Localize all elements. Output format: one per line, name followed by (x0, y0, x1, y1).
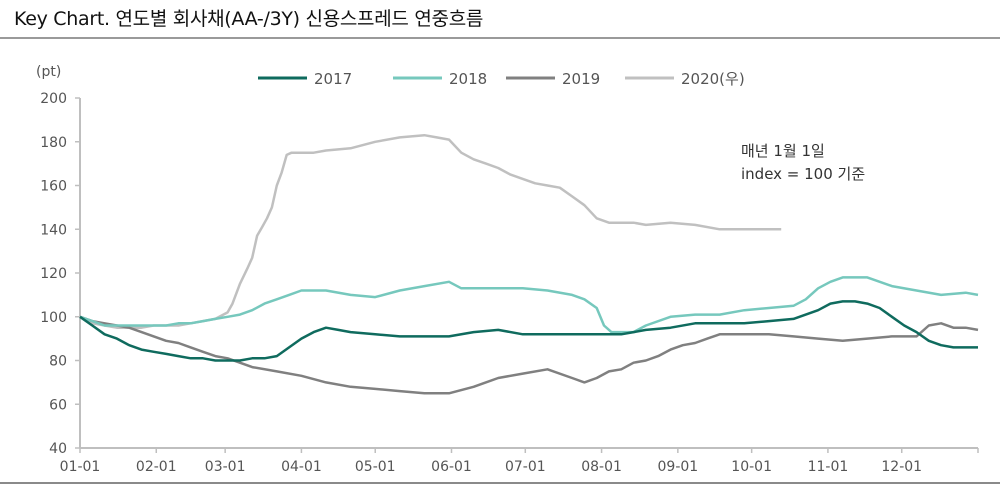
x-tick-label: 12-01 (881, 459, 922, 475)
x-tick-label: 10-01 (731, 459, 772, 475)
y-tick-label: 200 (40, 91, 67, 107)
series-lines (79, 133, 979, 395)
x-tick-label: 09-01 (658, 459, 699, 475)
x-tick-label: 11-01 (808, 459, 849, 475)
chart-title: Key Chart. 연도별 회사채(AA-/3Y) 신용스프레드 연중흐름 (14, 8, 484, 30)
y-tick-label: 180 (40, 135, 67, 151)
y-tick-label: 160 (40, 179, 67, 195)
series-line-2017 (79, 300, 978, 362)
x-tick-label: 03-01 (205, 459, 246, 475)
legend: 2017 2018 2019 2020(우) (258, 70, 745, 88)
y-unit-label: (pt) (36, 64, 61, 80)
x-tick-label: 07-01 (505, 459, 546, 475)
title-divider (0, 37, 1000, 39)
series-line-2019 (79, 315, 979, 395)
y-tick-label: 60 (49, 397, 67, 413)
legend-label: 2019 (562, 70, 600, 88)
x-tick-label: 05-01 (355, 459, 396, 475)
x-tick-label: 01-01 (60, 459, 101, 475)
index-note: 매년 1월 1일 index = 100 기준 (741, 140, 865, 186)
y-tick-label: 40 (49, 441, 67, 457)
x-tick-label: 06-01 (431, 459, 472, 475)
y-tick-label: 140 (40, 222, 67, 238)
series-line-2020 (79, 133, 782, 329)
legend-label: 2020(우) (681, 70, 745, 88)
y-tick-label: 120 (40, 266, 67, 282)
note-line-1: 매년 1월 1일 (741, 142, 825, 160)
legend-label: 2017 (314, 70, 352, 88)
x-tick-label: 04-01 (281, 459, 322, 475)
legend-label: 2018 (449, 70, 487, 88)
y-tick-label: 100 (40, 310, 67, 326)
x-tick-label: 08-01 (581, 459, 622, 475)
series-line-2018 (79, 276, 979, 334)
y-tick-label: 80 (49, 354, 67, 370)
bottom-divider (0, 482, 1000, 484)
note-line-2: index = 100 기준 (741, 165, 866, 183)
axes: (pt) 40 60 80 100 120 140 160 180 200 01-01 02-01 03… (36, 64, 979, 475)
x-tick-label: 02-01 (136, 459, 177, 475)
